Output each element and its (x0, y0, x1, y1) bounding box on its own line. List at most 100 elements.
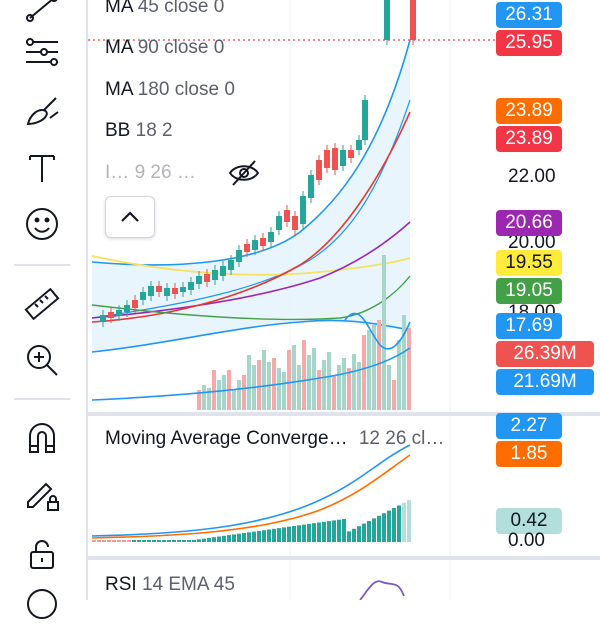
volume-bar (347, 368, 351, 410)
macd-hist-bar (232, 534, 236, 542)
candle (384, 0, 390, 40)
macd-hist-bar (257, 530, 261, 542)
text-icon[interactable] (18, 144, 66, 192)
macd-hist-bar (97, 540, 101, 542)
macd-tick: 0.00 (508, 530, 545, 551)
macd-hist-bar (197, 539, 201, 542)
macd-hist-bar (402, 502, 406, 542)
macd-hist-bar (382, 513, 386, 542)
magnet-icon[interactable] (18, 414, 66, 462)
candle (276, 216, 282, 230)
macd-tag: 0.42 (496, 508, 562, 534)
legend-ichimoku[interactable]: I… 9 26 … (105, 162, 196, 183)
legend-rsi[interactable]: RSI 14 EMA 45 (105, 574, 235, 595)
volume-bar (247, 355, 251, 410)
candle (292, 216, 298, 230)
candle (316, 160, 322, 180)
trend-line-icon[interactable] (18, 0, 66, 32)
bollinger-basis (91, 99, 411, 319)
macd-hist-bar (252, 531, 256, 542)
macd-hist-bar (247, 532, 251, 542)
candle (164, 288, 170, 296)
macd-hist-bar (302, 524, 306, 542)
volume-bar (292, 345, 296, 410)
macd-hist-bar (367, 521, 371, 542)
macd-hist-bar (157, 540, 161, 542)
macd-hist-bar (387, 510, 391, 542)
macd-tag: 1.85 (496, 441, 562, 467)
volume-bar (342, 358, 346, 410)
macd-hist-bar (177, 540, 181, 542)
candle (140, 292, 146, 300)
macd-hist-bar (262, 530, 266, 542)
macd-hist-bar (337, 519, 341, 542)
macd-hist-bar (152, 540, 156, 542)
macd-hist-bar (107, 540, 111, 542)
candle (108, 312, 114, 318)
legend-bb[interactable]: BB 18 2 (105, 120, 173, 141)
price-tag: 21.69M (496, 369, 594, 395)
macd-hist-bar (102, 540, 106, 542)
volume-bar (222, 375, 226, 410)
macd-hist-bar (352, 528, 356, 542)
volume-bar (242, 375, 246, 410)
macd-hist-bar (92, 540, 96, 542)
macd-signal-line (91, 454, 411, 539)
candle (196, 276, 202, 284)
volume-bar (337, 365, 341, 410)
volume-bar (327, 352, 331, 410)
volume-bar (397, 340, 401, 410)
volume-bar (357, 362, 361, 410)
toolbar-border (86, 0, 88, 600)
brush-icon[interactable] (18, 86, 66, 134)
macd-hist-bar (407, 500, 411, 542)
candle (172, 288, 178, 294)
macd-hist-bar (212, 537, 216, 542)
legend-macd[interactable]: Moving Average Converge… 12 26 cl… (105, 428, 445, 449)
legend-ma-45[interactable]: MA 45 close 0 (105, 0, 225, 17)
volume-bar (302, 340, 306, 410)
macd-hist-bar (372, 518, 376, 542)
candle (410, 0, 416, 40)
volume-bar (272, 358, 276, 410)
volume-bar (277, 368, 281, 410)
volume-bar (257, 360, 261, 410)
candle (116, 310, 122, 316)
price-tag: 23.89 (496, 98, 562, 124)
emoji-icon[interactable] (18, 200, 66, 248)
macd-hist-bar (192, 540, 196, 542)
price-chart[interactable] (88, 0, 600, 600)
macd-hist-bar (112, 540, 116, 542)
candle (332, 148, 338, 170)
price-tag: 17.69 (496, 313, 562, 339)
candle (284, 210, 290, 222)
volume-ma-line (91, 347, 411, 401)
drawing-toolbar (0, 0, 86, 619)
macd-hist-bar (327, 521, 331, 542)
candle (244, 244, 250, 252)
candle (156, 286, 162, 292)
unlock-icon[interactable] (18, 530, 66, 578)
settings-icon[interactable] (18, 580, 66, 628)
volume-bar (307, 355, 311, 410)
candle (124, 305, 130, 312)
lock-drawing-icon[interactable] (18, 470, 66, 518)
volume-bar (207, 388, 211, 410)
candle (260, 238, 266, 246)
candle (236, 250, 242, 262)
macd-hist-bar (322, 521, 326, 542)
ruler-icon[interactable] (18, 280, 66, 328)
collapse-legend-button[interactable] (105, 196, 155, 238)
macd-hist-bar (182, 540, 186, 542)
fib-retracement-icon[interactable] (18, 28, 66, 76)
macd-hist-bar (237, 533, 241, 542)
volume-bar (332, 375, 336, 410)
legend-ma-90[interactable]: MA 90 close 0 (105, 37, 225, 58)
legend-ma-180[interactable]: MA 180 close 0 (105, 79, 235, 100)
candle (362, 100, 368, 140)
zoom-in-icon[interactable] (18, 336, 66, 384)
macd-hist-bar (292, 526, 296, 542)
hidden-eye-icon[interactable] (228, 158, 260, 193)
volume-bar (407, 328, 411, 410)
macd-hist-bar (392, 508, 396, 542)
